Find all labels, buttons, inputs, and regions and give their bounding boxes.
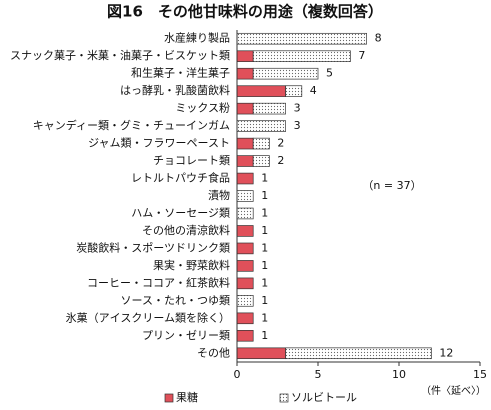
data-label: 7: [358, 49, 365, 62]
x-axis-label: （件〈延べ〉）: [421, 385, 486, 397]
data-label: 1: [261, 259, 268, 272]
chart-title: 図16 その他甘味料の用途（複数回答）: [107, 3, 383, 21]
bar-segment: [236, 102, 254, 115]
y-tick-label: 和生菓子・洋生菓子: [131, 66, 230, 80]
bar-segment: [236, 225, 254, 237]
annotation: （n = 37）: [362, 179, 421, 192]
y-tick-label: レトルトパウチ食品: [131, 171, 230, 185]
data-label: 3: [294, 119, 301, 132]
y-tick-label: その他の清涼飲料: [142, 223, 230, 237]
y-tick-label: ソース・たれ・つゆ類: [121, 294, 230, 307]
bar-segment: [252, 137, 270, 150]
bar-segment: [236, 277, 254, 290]
data-label: 1: [261, 311, 268, 324]
bar-segment: [236, 155, 254, 167]
bar-segment: [236, 330, 254, 342]
y-tick-label: コーヒー・ココア・紅茶飲料: [87, 275, 230, 289]
y-tick-label: 果実・野菜飲料: [153, 258, 230, 272]
data-label: 2: [277, 154, 284, 167]
bar-segment: [285, 85, 303, 97]
bar-segment: [236, 207, 254, 220]
y-tick-label: ハム・ソーセージ類: [131, 206, 230, 219]
x-tick-label: 15: [473, 368, 487, 381]
bar-segment: [252, 50, 351, 62]
bar-segment: [236, 172, 254, 185]
y-tick-label: 水産練り製品: [164, 31, 230, 45]
data-label: 3: [294, 102, 301, 115]
data-label: 1: [261, 206, 268, 219]
y-tick-label: ミックス粉: [175, 102, 230, 115]
y-tick-label: 氷菓（アイスクリーム類を除く）: [66, 310, 230, 324]
bar-segment: [236, 190, 254, 202]
bar-segment: [236, 85, 286, 97]
bar-segment: [236, 137, 254, 150]
bar-segment: [236, 295, 254, 307]
bar-segment: [236, 32, 367, 45]
data-label: 1: [261, 189, 268, 202]
y-tick-label: その他: [197, 346, 230, 359]
bar-segment: [236, 260, 254, 272]
data-label: 1: [261, 172, 268, 185]
bar-segment: [252, 155, 270, 167]
data-label: 5: [326, 67, 333, 80]
legend-swatch: [164, 393, 174, 403]
legend-label: 果糖: [176, 390, 198, 404]
x-tick-label: 5: [315, 368, 322, 381]
bar-segment: [236, 120, 286, 132]
data-label: 1: [261, 294, 268, 307]
y-tick-label: プリン・ゼリー類: [142, 329, 230, 342]
x-tick-label: 0: [234, 368, 241, 381]
data-label: 4: [310, 84, 317, 97]
data-label: 1: [261, 276, 268, 289]
x-tick-label: 10: [392, 368, 406, 381]
bar-segment: [236, 312, 254, 325]
data-label: 1: [261, 241, 268, 254]
data-label: 2: [277, 137, 284, 150]
data-label: 1: [261, 224, 268, 237]
data-label: 8: [375, 32, 382, 45]
data-label: 1: [261, 329, 268, 342]
bar-segment: [252, 67, 319, 80]
y-tick-label: ジャム類・フラワーペースト: [88, 137, 230, 150]
y-tick-label: キャンディー類・グミ・チューインガム: [33, 118, 230, 132]
bar-segment: [236, 242, 254, 255]
y-tick-label: はっ酵乳・乳酸菌飲料: [120, 83, 230, 97]
legend-label: ソルビトール: [291, 391, 357, 404]
y-tick-label: スナック菓子・米菓・油菓子・ビスケット類: [10, 48, 230, 62]
legend-swatch: [279, 393, 289, 403]
y-tick-label: 漬物: [208, 188, 230, 202]
bar-segment: [252, 102, 286, 115]
bar-segment: [236, 50, 254, 62]
bar-segment: [236, 67, 254, 80]
y-tick-label: 炭酸飲料・スポーツドリンク類: [76, 240, 230, 254]
bar-segment: [236, 347, 286, 360]
y-tick-label: チョコレート類: [153, 154, 230, 167]
data-label: 12: [439, 346, 453, 359]
bar-segment: [285, 347, 432, 360]
